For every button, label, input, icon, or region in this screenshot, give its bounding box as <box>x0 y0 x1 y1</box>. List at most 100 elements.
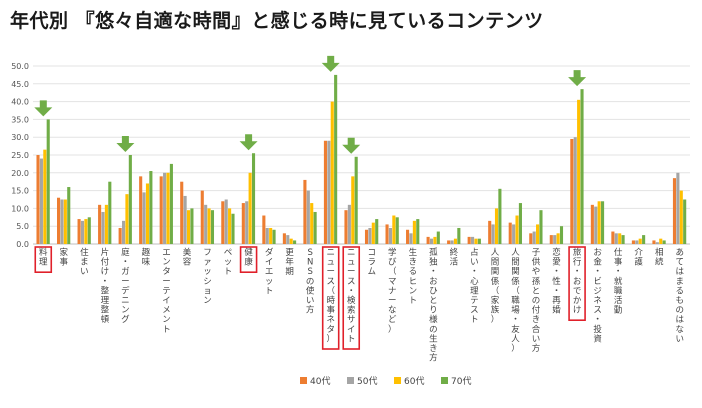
bar <box>580 89 584 244</box>
bar <box>118 227 122 244</box>
x-category-label: S N S の使い方 <box>306 248 315 316</box>
category-char: 生 <box>429 333 438 344</box>
bar <box>573 137 577 244</box>
x-category-label: 相続 <box>655 247 664 268</box>
category-char: ッ <box>224 258 233 268</box>
category-char: 護 <box>634 257 643 268</box>
category-char: メ <box>162 306 171 316</box>
x-category-label: 生きるヒント <box>409 247 418 306</box>
y-tick-label: 10.0 <box>11 204 29 213</box>
bar <box>601 201 605 244</box>
category-char: ー <box>162 277 171 287</box>
category-char: 味 <box>142 257 151 268</box>
category-char: 理 <box>101 296 110 306</box>
category-char: 整 <box>101 305 110 316</box>
bar <box>262 215 266 244</box>
category-char: ま <box>80 258 89 268</box>
category-char: 活 <box>614 295 623 306</box>
category-char: ネ <box>326 315 335 325</box>
category-char: ・ <box>552 286 561 296</box>
category-char: 事 <box>60 257 69 268</box>
x-category-label: 旅行・おでかけ <box>573 247 582 316</box>
category-char: ヒ <box>409 277 418 287</box>
category-char: コ <box>368 248 377 258</box>
category-char: 事 <box>326 305 335 316</box>
category-char: テ <box>162 286 171 296</box>
category-char: ン <box>121 306 130 316</box>
category-char: ネ <box>593 296 602 306</box>
legend: 40代 50代 60代 70代 <box>300 376 471 387</box>
bar <box>635 240 639 244</box>
category-char: い <box>306 296 315 306</box>
legend-swatch <box>394 377 401 384</box>
bar <box>436 231 440 244</box>
category-char: 期 <box>285 267 294 277</box>
category-char: 占 <box>470 247 479 258</box>
x-category-label: ペット <box>224 248 233 277</box>
bar <box>614 233 618 244</box>
category-char: の <box>429 325 438 335</box>
category-char: ど <box>388 315 397 325</box>
category-char: 続 <box>655 257 664 268</box>
category-char: 頓 <box>101 314 110 325</box>
bar <box>84 219 88 244</box>
bar <box>570 138 574 244</box>
category-char: ト <box>347 334 356 344</box>
x-category-label: 学び（マナーなど） <box>388 247 397 335</box>
bar <box>536 224 540 244</box>
bar <box>210 210 215 244</box>
category-char: ひ <box>429 286 438 296</box>
category-char: 婚 <box>552 305 561 316</box>
category-char: 資 <box>593 333 602 344</box>
bar <box>559 226 564 244</box>
category-char: 間 <box>491 258 500 268</box>
bar <box>46 119 50 244</box>
y-tick-label: 20.0 <box>11 169 29 178</box>
bar <box>166 172 170 244</box>
bar <box>433 236 437 244</box>
category-char: 間 <box>511 258 520 268</box>
legend-swatch <box>441 377 448 384</box>
category-char: マ <box>388 277 397 287</box>
category-char: ） <box>326 333 335 344</box>
bar <box>228 208 232 244</box>
category-char: 整 <box>101 285 110 296</box>
category-char: （ <box>491 285 500 296</box>
category-char: 趣 <box>142 247 151 258</box>
bar <box>471 236 475 244</box>
y-tick-label: 30.0 <box>11 133 29 142</box>
category-char: ン <box>162 258 171 268</box>
y-tick-label: 0.0 <box>16 240 29 249</box>
bar <box>200 190 204 244</box>
category-char: （ <box>388 266 397 277</box>
category-char: け <box>101 267 110 277</box>
category-char: 介 <box>634 248 643 258</box>
bar <box>491 224 495 244</box>
category-char: と <box>429 296 438 306</box>
bar <box>248 172 252 244</box>
x-category-label: ニュース・検索サイト <box>347 248 356 344</box>
category-char: る <box>409 267 418 277</box>
category-char: ） <box>491 314 500 325</box>
category-char: 人 <box>511 334 520 344</box>
category-char: N <box>307 258 313 268</box>
category-char: 供 <box>532 257 541 268</box>
category-char: け <box>573 306 582 316</box>
bar <box>306 190 310 244</box>
bar <box>330 101 334 244</box>
category-char: 住 <box>80 247 89 258</box>
bar <box>621 235 625 244</box>
bar <box>128 155 132 244</box>
bar <box>310 203 314 244</box>
category-char: 再 <box>552 296 561 306</box>
bar <box>518 203 522 244</box>
x-category-label: ダイエット <box>265 247 274 296</box>
x-category-label: 孤独・おひとり様の生き方 <box>429 247 438 364</box>
bar <box>676 172 680 244</box>
x-category-label: エンターテイメント <box>162 248 171 335</box>
category-char: ニ <box>121 296 130 306</box>
category-char: い <box>675 334 684 344</box>
category-char: 終 <box>450 247 459 258</box>
category-char: の <box>306 277 315 287</box>
category-char: 索 <box>347 305 356 316</box>
